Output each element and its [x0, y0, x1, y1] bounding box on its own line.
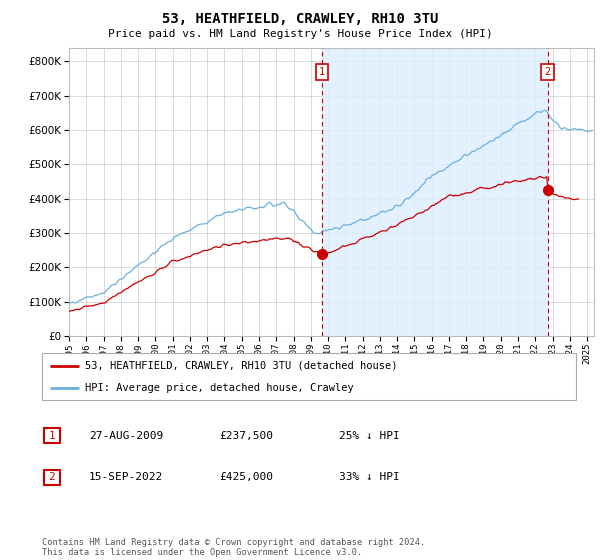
Text: £425,000: £425,000 — [219, 472, 273, 482]
Text: 1: 1 — [48, 431, 55, 441]
Text: 2: 2 — [544, 67, 551, 77]
FancyBboxPatch shape — [44, 428, 59, 443]
Text: 25% ↓ HPI: 25% ↓ HPI — [339, 431, 400, 441]
Text: 15-SEP-2022: 15-SEP-2022 — [89, 472, 163, 482]
Bar — [322, 48, 548, 336]
Text: 1: 1 — [319, 67, 325, 77]
FancyBboxPatch shape — [42, 353, 576, 400]
Text: £237,500: £237,500 — [219, 431, 273, 441]
Text: 27-AUG-2009: 27-AUG-2009 — [89, 431, 163, 441]
Text: Contains HM Land Registry data © Crown copyright and database right 2024.
This d: Contains HM Land Registry data © Crown c… — [42, 538, 425, 557]
Text: Price paid vs. HM Land Registry's House Price Index (HPI): Price paid vs. HM Land Registry's House … — [107, 29, 493, 39]
Text: 53, HEATHFIELD, CRAWLEY, RH10 3TU (detached house): 53, HEATHFIELD, CRAWLEY, RH10 3TU (detac… — [85, 361, 397, 371]
Text: 33% ↓ HPI: 33% ↓ HPI — [339, 472, 400, 482]
Text: 53, HEATHFIELD, CRAWLEY, RH10 3TU: 53, HEATHFIELD, CRAWLEY, RH10 3TU — [162, 12, 438, 26]
Text: 2: 2 — [48, 472, 55, 482]
FancyBboxPatch shape — [44, 470, 59, 484]
Text: HPI: Average price, detached house, Crawley: HPI: Average price, detached house, Craw… — [85, 382, 353, 393]
